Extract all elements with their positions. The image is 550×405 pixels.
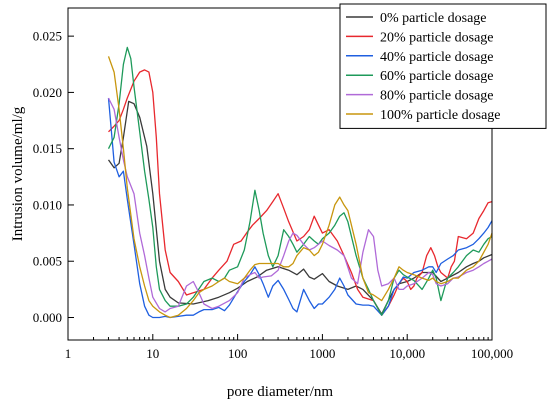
x-tick-label-3: 1000: [309, 346, 335, 361]
legend-box: [339, 3, 547, 129]
legend-label-1: 20% particle dosage: [380, 30, 494, 45]
y-axis-title: Intrusion volume/ml/g: [10, 106, 26, 241]
y-tick-label-3: 0.015: [33, 141, 62, 156]
legend-label-2: 40% particle dosage: [380, 50, 494, 65]
y-tick-label-1: 0.005: [33, 254, 62, 269]
x-tick-label-4: 10,000: [389, 346, 425, 361]
series-layer: [107, 46, 493, 319]
y-tick-label-4: 0.020: [33, 85, 62, 100]
series-line-1: [108, 69, 493, 316]
x-axis-title: pore diameter/nm: [227, 384, 334, 400]
legend: 0% particle dosage 20% particle dosage 40%…: [339, 3, 547, 129]
legend-label-3: 60% particle dosage: [380, 69, 494, 84]
series-line-0: [107, 100, 493, 315]
legend-label-0: 0% particle dosage: [380, 11, 487, 26]
plot-frame: [67, 7, 493, 341]
series-line-5: [107, 56, 493, 319]
axis-layer: 0.000 0.005 0.010 0.015 0.020 0.025 1 10 100 1000…: [33, 29, 513, 361]
legend-label-4: 80% particle dosage: [380, 89, 494, 104]
x-tick-label-5: 100,000: [471, 346, 513, 361]
series-line-4: [107, 97, 493, 313]
series-line-3: [107, 46, 493, 316]
y-tick-label-5: 0.025: [33, 29, 62, 44]
legend-label-5: 100% particle dosage: [380, 108, 501, 123]
y-tick-label-0: 0.000: [33, 310, 62, 325]
x-tick-label-2: 100: [228, 346, 248, 361]
series-line-2: [107, 97, 493, 319]
y-tick-label-2: 0.010: [33, 197, 62, 212]
x-tick-label-1: 10: [146, 346, 159, 361]
x-tick-label-0: 1: [65, 346, 72, 361]
